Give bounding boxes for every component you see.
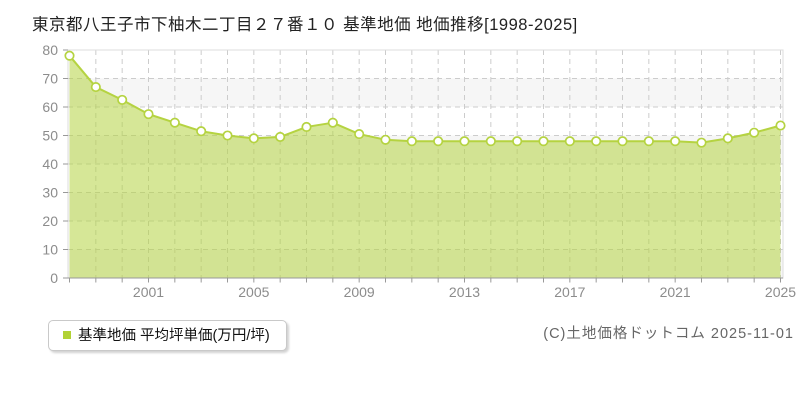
data-point-2014	[485, 136, 496, 147]
data-point-2019	[617, 136, 628, 147]
data-point-2002	[169, 117, 180, 128]
svg-text:10: 10	[42, 242, 58, 258]
svg-text:30: 30	[42, 185, 58, 201]
svg-text:70: 70	[42, 71, 58, 87]
land-price-trend-chart: 0 10 20 30 40 50 60 70 80 2001 2005 2009 2013 2017 202…	[42, 42, 796, 300]
data-point-2009	[354, 129, 365, 140]
svg-text:2013: 2013	[449, 284, 480, 300]
svg-text:2001: 2001	[133, 284, 164, 300]
legend-marker-square-icon	[63, 330, 71, 339]
data-point-2001	[143, 109, 154, 120]
data-point-2016	[538, 136, 549, 147]
data-point-2012	[433, 136, 444, 147]
legend-label: 基準地価 平均坪単価(万円/坪)	[78, 328, 270, 344]
data-point-2017	[564, 136, 575, 147]
svg-text:2009: 2009	[344, 284, 375, 300]
data-point-2024	[749, 127, 760, 138]
axes	[63, 49, 783, 283]
svg-text:60: 60	[42, 99, 58, 115]
data-point-2000	[117, 94, 128, 105]
data-points	[64, 50, 786, 148]
data-point-2020	[643, 136, 654, 147]
svg-text:2021: 2021	[660, 284, 691, 300]
data-point-2013	[459, 136, 470, 147]
data-point-2006	[275, 131, 286, 142]
data-point-2018	[591, 136, 602, 147]
y-tick-labels: 0 10 20 30 40 50 60 70 80	[42, 42, 58, 286]
data-point-1999	[90, 82, 101, 93]
svg-text:50: 50	[42, 128, 58, 144]
svg-text:80: 80	[42, 42, 58, 58]
svg-text:2017: 2017	[554, 284, 585, 300]
series-area	[69, 55, 781, 279]
svg-text:2005: 2005	[238, 284, 269, 300]
copyright-text: (C)土地価格ドットコム 2025-11-01	[543, 326, 794, 342]
data-point-2010	[380, 134, 391, 145]
data-point-2015	[512, 136, 523, 147]
data-point-2008	[327, 117, 338, 128]
data-point-2025	[775, 120, 786, 131]
data-point-2021	[670, 136, 681, 147]
data-point-2003	[196, 126, 207, 137]
series-line	[68, 54, 782, 144]
data-point-1998	[64, 50, 75, 61]
svg-text:20: 20	[42, 213, 58, 229]
svg-text:2025: 2025	[765, 284, 796, 300]
svg-text:40: 40	[42, 156, 58, 172]
legend: 基準地価 平均坪単価(万円/坪)	[48, 320, 287, 351]
svg-text:0: 0	[50, 270, 58, 286]
data-point-2004	[222, 130, 233, 141]
data-point-2011	[406, 136, 417, 147]
data-point-2023	[722, 133, 733, 144]
data-point-2007	[301, 121, 312, 132]
page-title: 東京都八王子市下柚木二丁目２７番１０ 基準地価 地価推移[1998-2025]	[32, 16, 578, 34]
x-tick-labels: 2001 2005 2009 2013 2017 2021 2025	[133, 284, 796, 300]
data-point-2005	[248, 133, 259, 144]
data-point-2022	[696, 137, 707, 148]
